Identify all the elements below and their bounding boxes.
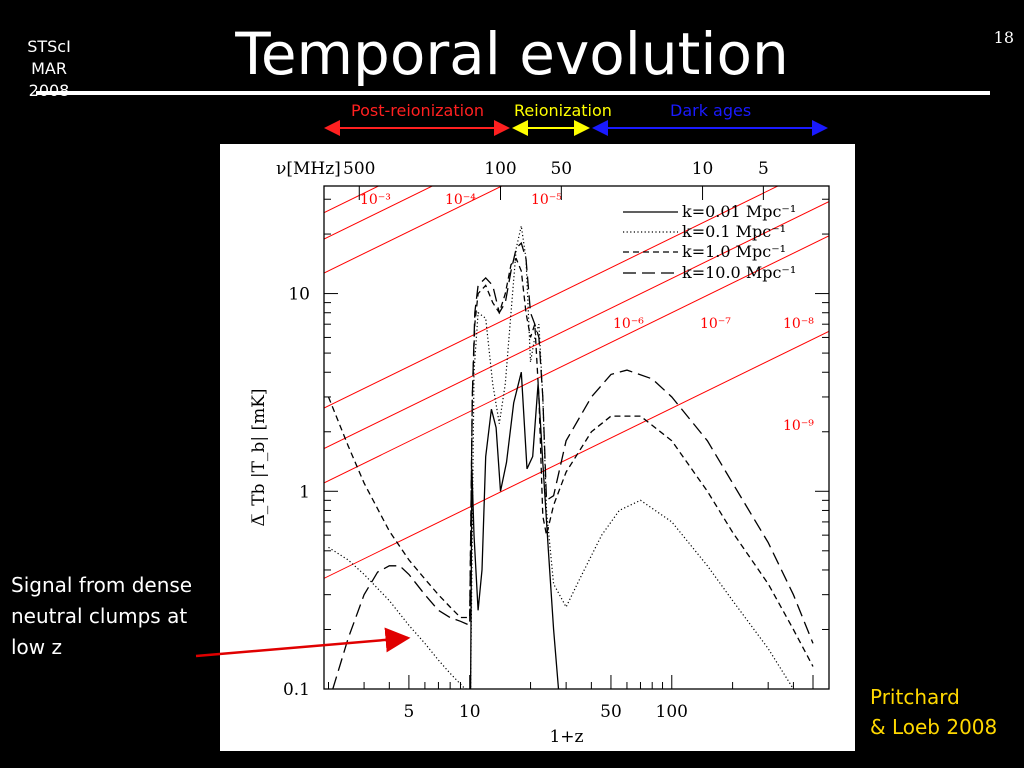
top-tick-label-50: 50 — [550, 159, 572, 179]
era-label-dark-ages: Dark ages — [670, 101, 752, 120]
x-tick-label-50: 50 — [600, 702, 622, 722]
top-axis-label: ν[MHz] — [276, 159, 341, 179]
y-tick-label-1: 1 — [299, 482, 310, 502]
legend-label-0: k=0.01 Mpc⁻¹ — [682, 202, 796, 221]
axis-ticks — [324, 186, 830, 690]
top-tick-label-100: 100 — [484, 159, 516, 179]
y-tick-label-10: 10 — [288, 285, 310, 305]
plot-panel: 10⁻³ 10⁻⁴ 10⁻⁵ 10⁻⁶ 10⁻⁷ 10⁻⁸ 10⁻⁹ 5 10 50 100 0.1 1… — [220, 144, 855, 751]
y-axis-label: Δ̅_Tb |T_b| [mK] — [249, 388, 269, 526]
annotation-text: Signal from dense neutral clumps at low … — [11, 573, 193, 659]
diagonal-label-5: 10⁻⁸ — [783, 316, 814, 332]
series-line-0 — [469, 372, 560, 689]
page-number: 18 — [993, 28, 1014, 47]
diagonal-line-4 — [324, 200, 829, 450]
org-name: STScI — [27, 37, 71, 56]
top-tick-label-500: 500 — [343, 159, 375, 179]
diagonal-line-0 — [324, 186, 380, 214]
series-group — [327, 225, 814, 689]
top-tick-label-10: 10 — [692, 159, 714, 179]
diagonal-label-2: 10⁻⁵ — [531, 192, 562, 208]
legend-label-1: k=0.1 Mpc⁻¹ — [682, 222, 786, 241]
y-tick-label-0.1: 0.1 — [283, 680, 310, 700]
era-label-reionization: Reionization — [514, 101, 612, 120]
title-rule — [36, 91, 990, 95]
x-tick-label-5: 5 — [403, 702, 414, 722]
diagonal-label-1: 10⁻⁴ — [445, 192, 476, 208]
diagonal-lines — [324, 186, 829, 579]
era-label-post-reionization: Post-reionization — [351, 101, 484, 120]
x-tick-label-10: 10 — [459, 702, 481, 722]
x-axis-label: 1+z — [549, 727, 583, 747]
credit-year: & Loeb 2008 — [870, 715, 998, 739]
credit-text: Pritchard & Loeb 2008 — [870, 682, 1020, 742]
series-line-2 — [327, 257, 814, 667]
x-tick-label-100: 100 — [656, 702, 688, 722]
top-tick-label-5: 5 — [758, 159, 769, 179]
diagonal-label-6: 10⁻⁹ — [783, 418, 814, 434]
legend-label-2: k=1.0 Mpc⁻¹ — [682, 242, 786, 261]
legend-label-3: k=10.0 Mpc⁻¹ — [682, 263, 796, 282]
diagonal-label-4: 10⁻⁷ — [700, 316, 731, 332]
diagonal-line-2 — [324, 186, 504, 274]
series-line-1 — [328, 225, 795, 689]
diagonal-line-3 — [324, 186, 779, 409]
diagonal-line-1 — [324, 186, 434, 240]
org-date: MAR 2008 — [29, 59, 70, 100]
series-line-3 — [332, 241, 814, 689]
diagonal-label-0: 10⁻³ — [360, 192, 391, 208]
credit-authors: Pritchard — [870, 685, 960, 709]
diagonal-line-5 — [324, 235, 829, 484]
chart: 10⁻³ 10⁻⁴ 10⁻⁵ 10⁻⁶ 10⁻⁷ 10⁻⁸ 10⁻⁹ 5 10 50 100 0.1 1… — [249, 159, 830, 747]
organization-label: STScI MAR 2008 — [10, 36, 88, 102]
era-arrows — [324, 120, 828, 136]
plot-frame — [323, 185, 830, 690]
slide-title: Temporal evolution — [235, 20, 789, 88]
diagonal-label-3: 10⁻⁶ — [613, 316, 644, 332]
diagonal-line-6 — [324, 330, 829, 579]
